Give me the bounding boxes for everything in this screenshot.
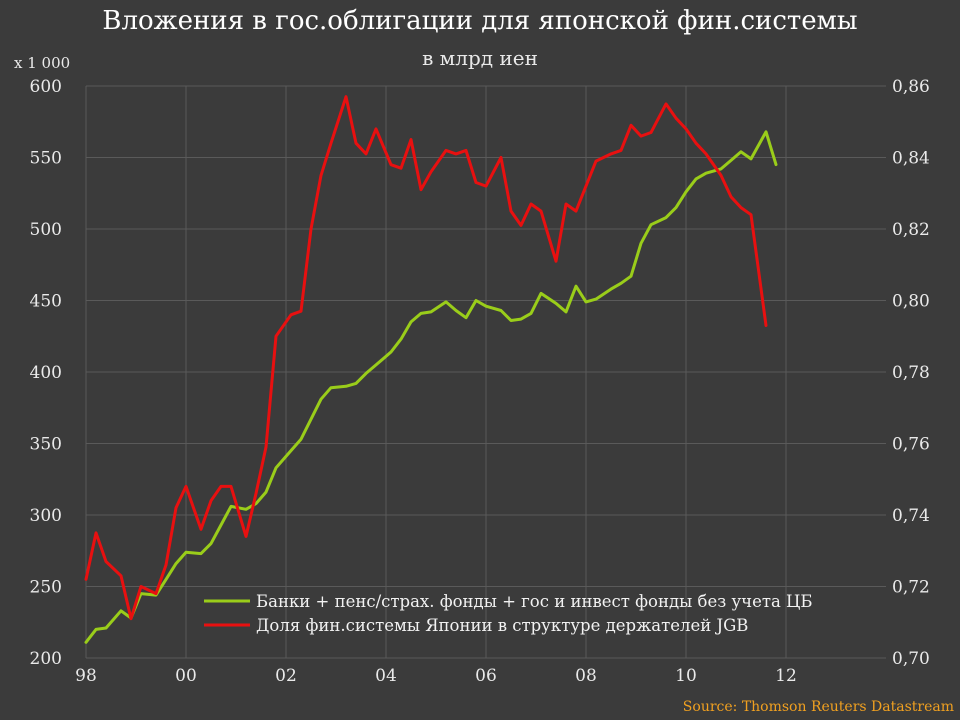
x-tick-label: 00 [175, 666, 197, 686]
left-axis-unit-label: x 1 000 [14, 54, 70, 72]
right-tick-label: 0,76 [892, 435, 930, 455]
x-tick-label: 02 [275, 666, 297, 686]
chart-title: Вложения в гос.облигации для японской фи… [102, 6, 858, 36]
right-tick-label: 0,84 [892, 149, 930, 169]
x-axis: 98 00 02 04 06 08 10 12 [75, 666, 797, 686]
left-tick-label: 500 [30, 220, 62, 240]
right-tick-label: 0,70 [892, 649, 930, 669]
right-tick-label: 0,86 [892, 77, 930, 97]
series-line-red-share [84, 95, 768, 621]
left-tick-label: 300 [30, 506, 62, 526]
x-tick-label: 10 [675, 666, 697, 686]
right-tick-label: 0,72 [892, 578, 930, 598]
x-tick-label: 08 [575, 666, 597, 686]
left-tick-label: 600 [30, 77, 62, 97]
left-tick-label: 550 [30, 149, 62, 169]
right-tick-label: 0,78 [892, 363, 930, 383]
right-tick-label: 0,80 [892, 292, 930, 312]
x-tick-label: 12 [775, 666, 797, 686]
left-axis: 200 250 300 350 400 450 500 550 600 [30, 77, 62, 669]
right-tick-label: 0,74 [892, 506, 930, 526]
x-tick-label: 06 [475, 666, 497, 686]
legend-label-red: Доля фин.системы Японии в структуре держ… [256, 616, 748, 635]
left-tick-label: 400 [30, 363, 62, 383]
right-axis: 0,70 0,72 0,74 0,76 0,78 0,80 0,82 0,84 0,86 [892, 77, 930, 669]
left-tick-label: 350 [30, 435, 62, 455]
chart-subtitle: в млрд иен [422, 46, 538, 70]
series-line-green-holdings [84, 130, 778, 644]
left-tick-label: 250 [30, 578, 62, 598]
right-tick-label: 0,82 [892, 220, 930, 240]
grid-lines [85, 85, 886, 659]
legend: Банки + пенс/страх. фонды + гос и инвест… [204, 592, 813, 635]
x-tick-label: 98 [75, 666, 97, 686]
left-tick-label: 450 [30, 292, 62, 312]
series-layer [84, 95, 778, 644]
left-tick-label: 200 [30, 649, 62, 669]
source-note: Source: Thomson Reuters Datastream [682, 699, 954, 715]
legend-label-green: Банки + пенс/страх. фонды + гос и инвест… [256, 592, 813, 611]
x-tick-label: 04 [375, 666, 397, 686]
